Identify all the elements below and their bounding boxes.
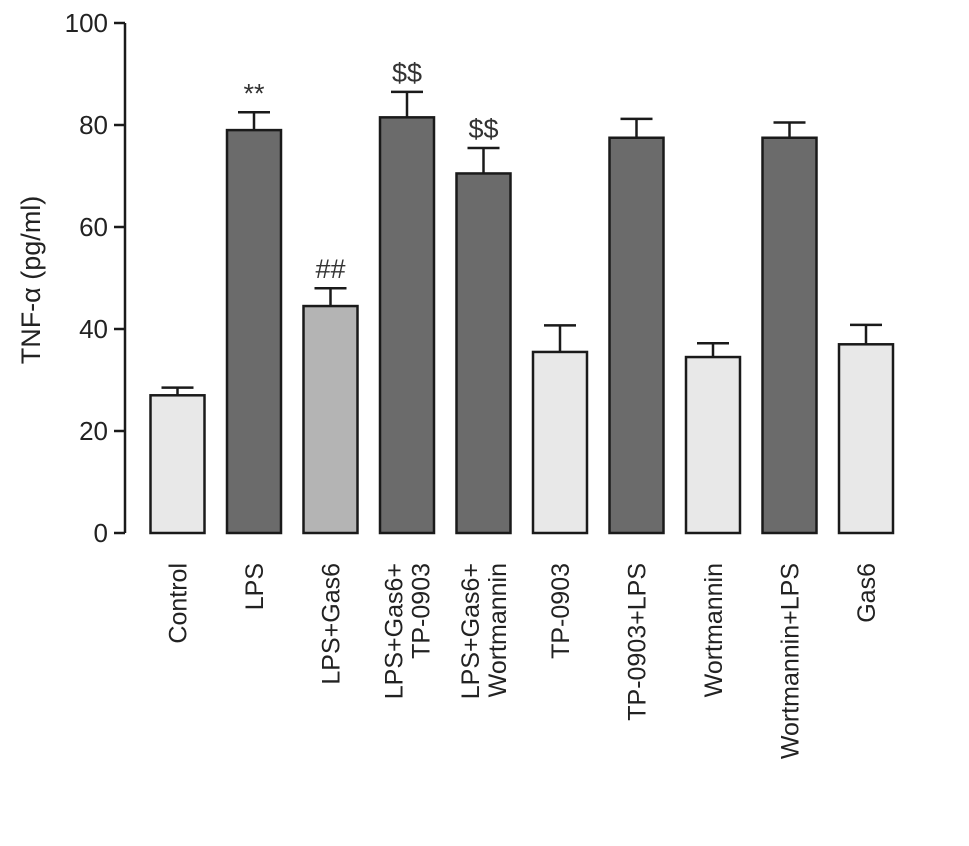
x-category-label: Wortmannin <box>700 563 728 697</box>
x-category-label: Wortmannin <box>484 563 512 697</box>
bar <box>608 136 665 535</box>
error-bars <box>161 90 882 396</box>
y-tick-label: 0 <box>94 518 108 548</box>
y-tick-label: 60 <box>79 212 108 242</box>
significance-marker: $$ <box>468 114 498 144</box>
bar <box>761 136 818 535</box>
significance-marker: ** <box>243 78 265 108</box>
y-tick-label: 100 <box>65 8 108 38</box>
x-category-label: LPS+Gas6 <box>318 563 346 685</box>
bar <box>225 128 283 535</box>
x-category-label: TP-0903 <box>547 563 575 659</box>
significance-marker: ## <box>315 254 345 284</box>
bar <box>378 116 436 535</box>
bar <box>837 343 895 535</box>
x-category-label: LPS+Gas6+ <box>457 563 485 699</box>
significance-marker: $$ <box>392 58 422 88</box>
x-category-label: TP-0903+LPS <box>624 563 652 721</box>
significance-annotations: ** ## $$ $$ <box>243 58 498 284</box>
x-category-label: LPS+Gas6+ <box>381 563 409 699</box>
y-tick-label: 80 <box>79 110 108 140</box>
x-category-label: Wortmannin+LPS <box>777 563 805 759</box>
bar <box>455 172 512 535</box>
bar <box>684 355 742 535</box>
bar <box>531 350 589 535</box>
x-category-label: Control <box>165 563 193 644</box>
bars <box>149 116 895 535</box>
bar <box>149 394 206 535</box>
y-axis-label: TNF-α (pg/ml) <box>16 196 46 365</box>
bar <box>302 304 359 535</box>
x-category-label: LPS <box>241 563 269 610</box>
y-tick-label: 20 <box>79 416 108 446</box>
y-axis-ticks: 0 20 40 60 80 100 <box>65 8 125 548</box>
y-tick-label: 40 <box>79 314 108 344</box>
x-category-label: Gas6 <box>853 563 881 623</box>
x-category-label: TP-0903 <box>408 563 436 659</box>
x-axis-category-labels: Control LPS LPS+Gas6 LPS+Gas6+ TP-0903 LPS+Ga… <box>165 563 882 759</box>
